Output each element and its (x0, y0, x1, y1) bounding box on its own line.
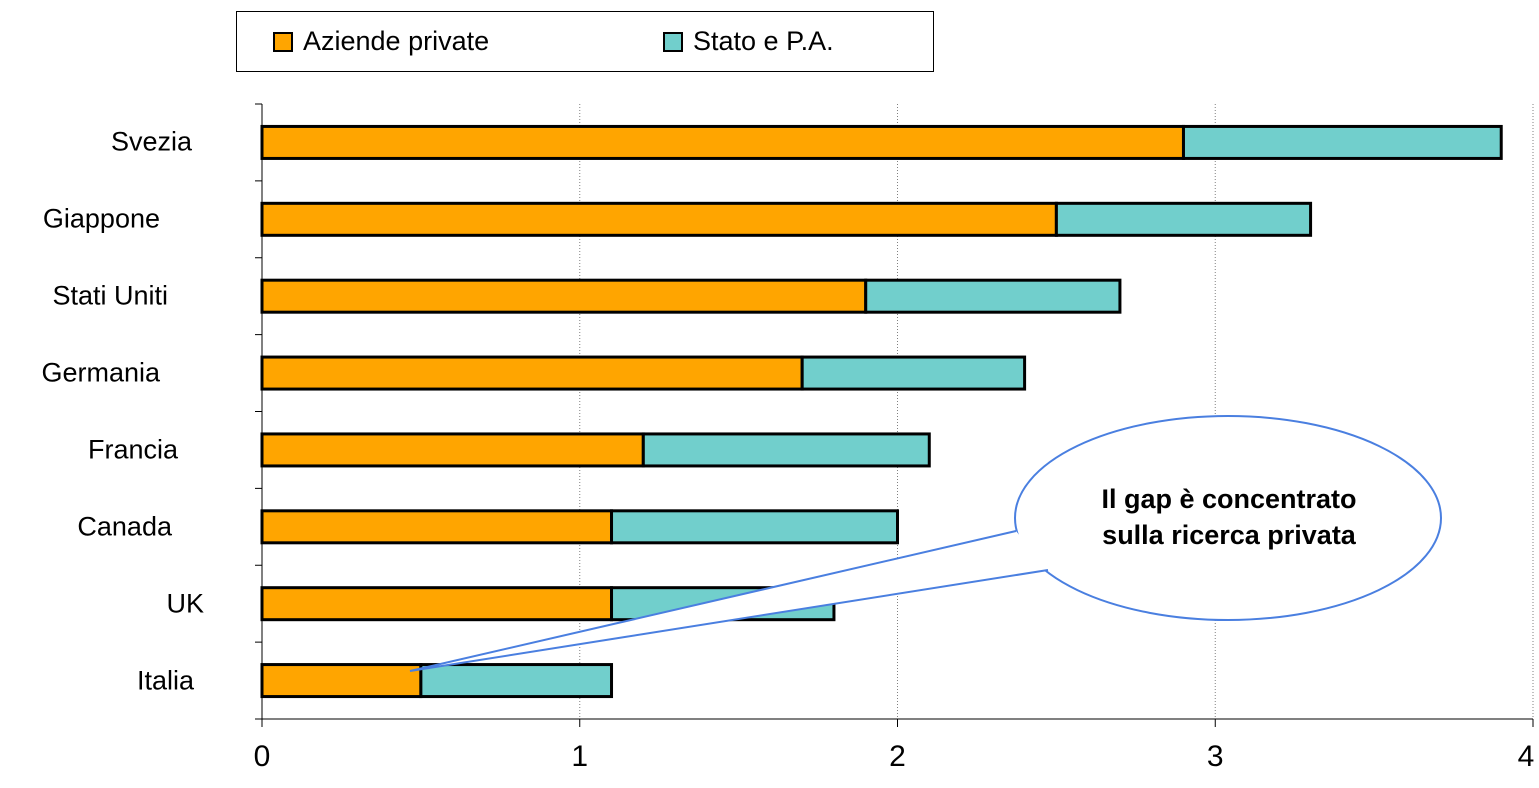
bar-public-canada (610, 509, 900, 545)
bar-private-germania (260, 355, 804, 391)
category-label: Svezia (110, 126, 192, 157)
category-label: Germania (41, 357, 160, 388)
x-tick-label: 4 (1517, 740, 1535, 773)
category-label: UK (166, 588, 204, 619)
category-label: Canada (77, 511, 172, 542)
callout-line-1: Il gap è concentrato (1101, 484, 1357, 514)
axes (255, 103, 1534, 727)
annotation-callout (409, 415, 1442, 672)
gridlines (579, 104, 1534, 719)
bar-private-canada (260, 509, 614, 545)
x-tick-label: 3 (1206, 740, 1224, 773)
bar-public-svezia (1181, 124, 1503, 160)
callout-text: Il gap è concentrato sulla ricerca priva… (1019, 481, 1439, 553)
bar-public-francia (641, 432, 931, 468)
bar-private-giappone (260, 201, 1058, 237)
legend-swatch-private (273, 31, 293, 52)
x-tick-label: 1 (571, 740, 589, 773)
bar-private-stati-uniti (260, 278, 868, 314)
callout-pointer-fill (410, 531, 1048, 671)
category-label: Giappone (42, 203, 160, 234)
legend: Aziende private Stato e P.A. (236, 11, 934, 72)
callout-line-2: sulla ricerca privata (1102, 520, 1356, 550)
callout-ellipse (1014, 415, 1442, 621)
x-tick-label: 0 (253, 740, 271, 773)
category-label: Francia (87, 434, 178, 465)
bar-private-svezia (260, 124, 1185, 160)
category-label: Italia (136, 665, 194, 696)
bar-private-italia (260, 663, 423, 699)
x-tick-label: 2 (889, 740, 906, 773)
bar-private-francia (260, 432, 645, 468)
bar-public-italia (419, 663, 614, 699)
legend-item-private: Aziende private (273, 12, 489, 71)
bar-public-giappone (1054, 201, 1313, 237)
legend-swatch-public (663, 31, 683, 52)
category-label: Stati Uniti (52, 280, 168, 311)
legend-item-public: Stato e P.A. (663, 12, 834, 71)
legend-label-public: Stato e P.A. (693, 26, 834, 56)
bar-public-germania (800, 355, 1027, 391)
legend-label-private: Aziende private (303, 26, 490, 56)
callout-pointer (409, 530, 1049, 672)
bar-public-stati-uniti (864, 278, 1122, 314)
bar-private-uk (260, 586, 614, 622)
